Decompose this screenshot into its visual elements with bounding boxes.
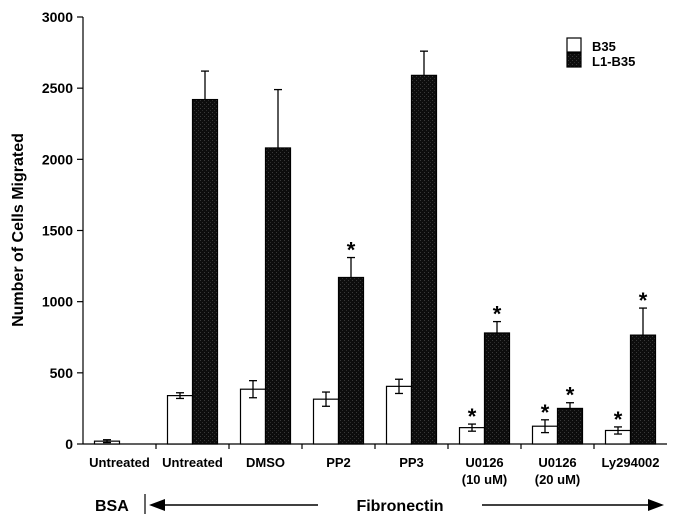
bar-b35: [166, 395, 194, 445]
legend-label-l1-b35: L1-B35: [592, 54, 635, 69]
x-category-sublabel: (10 uM): [462, 472, 508, 487]
y-tick-label: 3000: [42, 9, 73, 25]
significance-star: *: [614, 407, 623, 432]
significance-star: *: [639, 288, 648, 313]
significance-star: *: [541, 400, 550, 425]
x-category-sublabel: (20 uM): [535, 472, 581, 487]
legend-label-b35: B35: [592, 39, 616, 54]
y-tick-label: 2500: [42, 80, 73, 96]
bar-l1-b35: [556, 407, 584, 445]
bar-l1-b35: [629, 334, 657, 445]
bar-l1-b35: [337, 276, 365, 445]
axes: 0 500 1000 1500 2000 2500 3000: [42, 9, 667, 452]
legend-swatch-b35: [566, 37, 582, 53]
x-category-label: PP2: [326, 455, 351, 470]
legend: B35 L1-B35: [566, 37, 635, 69]
group-label-bsa: BSA: [95, 498, 129, 515]
x-category-label: DMSO: [246, 455, 285, 470]
x-category-label: Untreated: [162, 455, 223, 470]
x-category-label: U0126: [465, 455, 503, 470]
bars: * * * * * * *: [93, 50, 657, 445]
bar-l1-b35: [410, 74, 438, 445]
y-tick-label: 500: [50, 365, 74, 381]
group-annotation: BSA Fibronectin: [95, 494, 664, 515]
significance-star: *: [347, 238, 356, 263]
group-label-fibronectin: Fibronectin: [356, 498, 443, 515]
y-tick-label: 0: [65, 436, 73, 452]
x-category-label: PP3: [399, 455, 424, 470]
x-category-label: Ly294002: [601, 455, 659, 470]
y-tick-label: 2000: [42, 151, 73, 167]
bar-l1-b35: [483, 332, 511, 445]
x-category-label: Untreated: [89, 455, 150, 470]
bar-b35: [385, 385, 413, 445]
y-axis-title: Number of Cells Migrated: [10, 133, 27, 327]
legend-swatch-l1-b35: [566, 52, 582, 68]
significance-star: *: [566, 383, 575, 408]
category-labels: Untreated Untreated DMSO PP2 PP3 U0126 (10 uM)…: [89, 455, 659, 487]
bar-l1-b35: [191, 98, 219, 445]
significance-star: *: [493, 302, 502, 327]
y-tick-label: 1000: [42, 294, 73, 310]
x-category-label: U0126: [538, 455, 576, 470]
significance-star: *: [468, 404, 477, 429]
y-tick-label: 1500: [42, 223, 73, 239]
arrowhead-right: [648, 499, 664, 511]
arrowhead-left: [149, 499, 165, 511]
bar-l1-b35: [264, 147, 292, 445]
